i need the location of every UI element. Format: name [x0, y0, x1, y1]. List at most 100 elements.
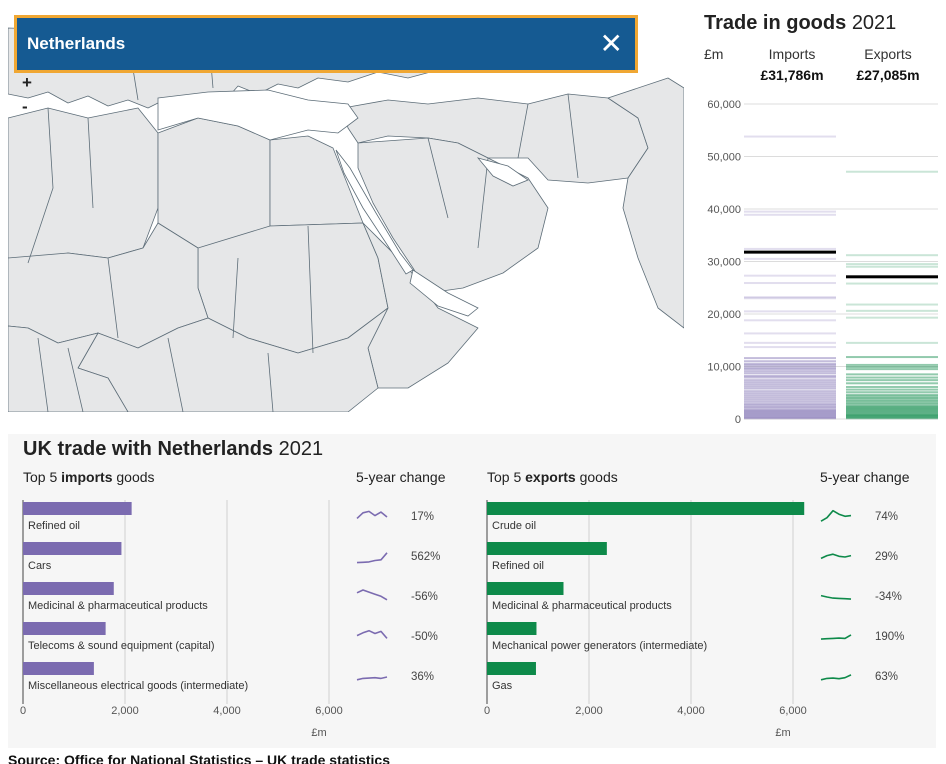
goods-strip-line [744, 341, 836, 344]
goods-strip-line [846, 265, 938, 268]
red-sea [335, 149, 414, 275]
goods-strip-line [744, 297, 836, 300]
goods-strip-line [744, 379, 836, 382]
goods-strip-line [846, 316, 938, 319]
exports-heading: Top 5 exports goods [487, 469, 618, 485]
goods-strip-line [846, 366, 938, 369]
exports-bar [487, 542, 607, 555]
goods-strip-line [744, 247, 836, 250]
goods-strip-line [846, 254, 938, 257]
goods-strip-line [744, 310, 836, 313]
country-banner: Netherlands ✕ [14, 15, 638, 73]
goods-strip-line [846, 379, 938, 382]
goods-strip-line [744, 362, 836, 365]
goods-strip-line [846, 403, 938, 406]
goods-strip-line [846, 388, 938, 391]
goods-strip-line [744, 370, 836, 373]
imports-change-label: 36% [411, 671, 434, 683]
exports-bar [487, 662, 536, 675]
imports-heading-pre: Top 5 [23, 469, 62, 485]
goods-strip-line [846, 376, 938, 379]
goods-strip-line [744, 274, 836, 277]
goods-strip-line [846, 363, 938, 366]
goods-strip-line [846, 395, 938, 398]
exports-xtick-label: 4,000 [677, 705, 705, 717]
imports-category-label: Miscellaneous electrical goods (intermed… [28, 680, 248, 692]
close-icon[interactable]: ✕ [599, 28, 623, 59]
goods-strip-line [744, 405, 836, 408]
exports-heading-bold: exports [525, 469, 576, 485]
goods-strip-line [744, 417, 836, 420]
goods-strip-line [744, 416, 836, 419]
goods-strip-line [846, 412, 938, 415]
goods-strip-line [846, 356, 938, 359]
exports-heading-post: goods [575, 469, 618, 485]
goods-strip-line [846, 406, 938, 409]
goods-strip-line [846, 413, 938, 416]
goods-strip-line [846, 408, 938, 411]
zoom-in-button[interactable]: + [22, 73, 32, 92]
zoom-out-button[interactable]: - [22, 97, 28, 116]
exports-category-label: Mechanical power generators (intermediat… [492, 640, 707, 652]
map-canvas[interactable] [8, 8, 684, 412]
goods-strip-line [846, 405, 938, 408]
goods-strip-line [744, 372, 836, 375]
country-name: Netherlands [27, 34, 126, 53]
imports-change-label: -50% [411, 631, 438, 643]
goods-strip-line [846, 341, 938, 344]
imports-bar [23, 502, 132, 515]
goods-strip-line [744, 398, 836, 401]
imports-total: £31,786m [760, 67, 824, 83]
goods-strip-line [846, 411, 938, 414]
mediterranean-sea [157, 89, 359, 141]
goods-strip-line [744, 409, 836, 412]
exports-category-label: Gas [492, 680, 513, 692]
exports-change-label: -34% [875, 591, 902, 603]
goods-ytick-label: 40,000 [707, 204, 741, 216]
exports-bar [487, 502, 805, 515]
goods-ytick-label: 0 [735, 414, 741, 426]
imports-xtick-label: 6,000 [315, 705, 343, 717]
goods-strip-line [846, 385, 938, 388]
exports-heading-pre: Top 5 [487, 469, 526, 485]
imports-sparkline [356, 552, 388, 564]
goods-ytick-label: 50,000 [707, 152, 741, 164]
goods-strip-line [744, 412, 836, 415]
exports-xaxis-label: £m [775, 727, 790, 739]
goods-ytick-label: 20,000 [707, 309, 741, 321]
source-note: Source: Office for National Statistics –… [8, 752, 390, 764]
exports-column-label: Exports [864, 46, 912, 62]
region-north-africa-west [8, 107, 159, 264]
goods-strip-line [846, 391, 938, 394]
goods-strip-line [846, 382, 938, 385]
trade-title-year: 2021 [278, 438, 324, 460]
imports-xtick-label: 2,000 [111, 705, 139, 717]
goods-unit-label: £m [704, 46, 724, 62]
goods-strip-line [846, 303, 938, 306]
goods-strip-line [744, 411, 836, 414]
goods-strip-line [744, 383, 836, 386]
exports-sparkline [820, 553, 852, 560]
goods-strip-line [744, 392, 836, 395]
trade-in-goods-chart: 0 10,000 20,000 30,000 40,000 50,000 60,000 [707, 99, 938, 426]
exports-category-label: Crude oil [492, 520, 536, 532]
goods-strip-line [744, 346, 836, 349]
imports-change-heading: 5-year change [356, 469, 446, 485]
imports-category-label: Medicinal & pharmaceutical products [28, 600, 208, 612]
goods-strip-line [744, 410, 836, 413]
goods-ytick-label: 60,000 [707, 99, 741, 111]
goods-strip-line [846, 368, 938, 371]
map[interactable]: Netherlands ✕ + - [8, 8, 684, 412]
imports-category-label: Cars [28, 560, 52, 572]
exports-change-label: 29% [875, 551, 898, 563]
goods-strip-line [744, 385, 836, 388]
goods-strip-line [744, 135, 836, 138]
top-goods-charts: 0 2,000 4,000 6,000 £m Refined oil 17% Cars 562%… [20, 500, 904, 739]
goods-panel-title: Trade in goods 2021 [704, 12, 896, 35]
exports-xtick-label: 0 [484, 705, 490, 717]
exports-xtick-label: 6,000 [779, 705, 807, 717]
goods-strip-line [744, 360, 836, 363]
goods-strip-line [846, 170, 938, 173]
goods-strip-line [846, 309, 938, 312]
imports-category-label: Telecoms & sound equipment (capital) [28, 640, 214, 652]
